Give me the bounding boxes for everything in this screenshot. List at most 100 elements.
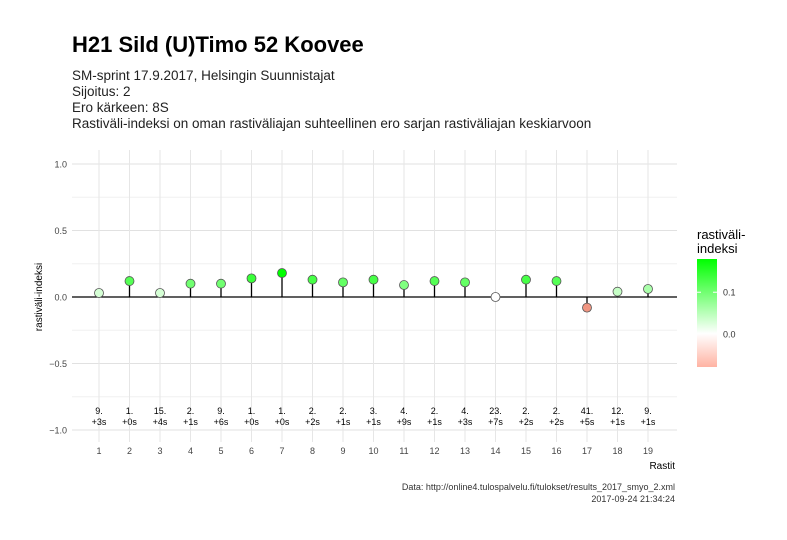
diff-label: +2s <box>519 417 534 427</box>
subtitle-event: SM-sprint 17.9.2017, Helsingin Suunnista… <box>72 68 335 83</box>
diff-label: +2s <box>305 417 320 427</box>
data-point <box>338 277 348 288</box>
diff-label: +6s <box>214 417 229 427</box>
rank-label: 23. <box>489 406 502 416</box>
rank-label: 4. <box>461 406 469 416</box>
diff-label: +1s <box>641 417 656 427</box>
diff-label: +1s <box>336 417 351 427</box>
x-tick-label: 2 <box>127 446 132 456</box>
y-tick-label: 1.0 <box>54 160 67 170</box>
data-point <box>246 273 257 284</box>
data-point <box>216 278 226 289</box>
timestamp-caption: 2017-09-24 21:34:24 <box>591 494 675 504</box>
diff-label: +3s <box>92 417 107 427</box>
legend-tick-label: 0.1 <box>723 288 736 298</box>
x-tick-label: 4 <box>188 446 193 456</box>
y-tick-label: 0.0 <box>54 293 67 303</box>
rank-label: 2. <box>522 406 530 416</box>
x-tick-label: 12 <box>429 446 439 456</box>
x-axis-label: Rastit <box>649 461 675 472</box>
y-axis-label: rastiväli-indeksi <box>34 263 45 331</box>
x-tick-label: 16 <box>551 446 561 456</box>
y-tick-label: −0.5 <box>49 359 67 369</box>
grid <box>72 150 677 442</box>
rank-label: 9. <box>644 406 652 416</box>
rank-label: 1. <box>278 406 286 416</box>
data-source-caption: Data: http://online4.tulospalvelu.fi/tul… <box>402 482 675 492</box>
rank-label: 2. <box>431 406 439 416</box>
diff-label: +0s <box>122 417 137 427</box>
data-point <box>551 276 562 286</box>
y-axis-tick-labels: 1.0 0.5 0.0 −0.5 −1.0 <box>49 160 67 436</box>
x-tick-label: 13 <box>460 446 470 456</box>
data-point <box>124 276 135 286</box>
x-tick-label: 8 <box>310 446 315 456</box>
rank-label: 2. <box>339 406 347 416</box>
data-point <box>399 280 409 290</box>
rank-label: 1. <box>126 406 134 416</box>
data-point <box>612 286 623 297</box>
x-tick-label: 10 <box>368 446 378 456</box>
data-point <box>490 292 501 302</box>
x-axis-tick-labels: 1 2 3 4 5 6 7 8 9 10 11 12 13 14 15 16 17 18 19 <box>96 446 653 456</box>
diff-label: +3s <box>458 417 473 427</box>
diff-label: +1s <box>183 417 198 427</box>
diff-label: +1s <box>610 417 625 427</box>
legend-title-line2: indeksi <box>697 241 738 256</box>
rank-label: 2. <box>187 406 195 416</box>
rank-label: 9. <box>95 406 103 416</box>
x-tick-label: 18 <box>612 446 622 456</box>
rank-label: 41. <box>581 406 594 416</box>
data-point <box>368 274 379 285</box>
y-tick-label: −1.0 <box>49 426 67 436</box>
y-tick-label: 0.5 <box>54 226 67 236</box>
rank-label: 2. <box>553 406 561 416</box>
x-tick-label: 17 <box>582 446 592 456</box>
rank-label: 1. <box>248 406 256 416</box>
diff-label: +7s <box>488 417 503 427</box>
diff-label: +1s <box>366 417 381 427</box>
x-tick-label: 5 <box>218 446 223 456</box>
x-tick-label: 9 <box>340 446 345 456</box>
x-tick-label: 14 <box>490 446 500 456</box>
diff-label: +1s <box>427 417 442 427</box>
x-tick-label: 6 <box>249 446 254 456</box>
subtitle-description: Rastiväli-indeksi on oman rastiväliajan … <box>72 116 592 131</box>
legend-title-line1: rastiväli- <box>697 227 745 242</box>
legend-tick-label: 0.0 <box>723 329 736 339</box>
data-point <box>582 302 592 313</box>
legend-colorbar <box>697 259 717 367</box>
diff-label: +0s <box>244 417 259 427</box>
points <box>94 268 653 313</box>
rank-label: 3. <box>370 406 378 416</box>
x-tick-label: 1 <box>96 446 101 456</box>
diff-label: +4s <box>153 417 168 427</box>
data-point <box>429 276 440 286</box>
chart-title: H21 Sild (U)Timo 52 Koovee <box>72 32 364 57</box>
x-tick-label: 7 <box>279 446 284 456</box>
legend: rastiväli- indeksi 0.1 0.0 <box>697 227 745 367</box>
data-point <box>277 268 287 278</box>
data-point <box>155 288 165 298</box>
diff-label: +2s <box>549 417 564 427</box>
diff-label: +0s <box>275 417 290 427</box>
x-tick-label: 19 <box>643 446 653 456</box>
annotations: 9.+3s1.+0s15.+4s2.+1s9.+6s1.+0s1.+0s2.+2… <box>92 406 656 427</box>
subtitle-gap: Ero kärkeen: 8S <box>72 100 169 115</box>
data-point <box>643 284 653 294</box>
data-point <box>94 288 104 298</box>
diff-label: +5s <box>580 417 595 427</box>
rank-label: 2. <box>309 406 317 416</box>
x-tick-label: 15 <box>521 446 531 456</box>
x-tick-label: 11 <box>399 446 408 456</box>
subtitle-rank: Sijoitus: 2 <box>72 84 131 99</box>
data-point <box>307 274 318 285</box>
rank-label: 12. <box>611 406 624 416</box>
rank-label: 4. <box>400 406 408 416</box>
data-point <box>521 274 531 285</box>
x-tick-label: 3 <box>157 446 162 456</box>
data-point <box>460 277 470 288</box>
data-point <box>185 278 196 289</box>
diff-label: +9s <box>397 417 412 427</box>
